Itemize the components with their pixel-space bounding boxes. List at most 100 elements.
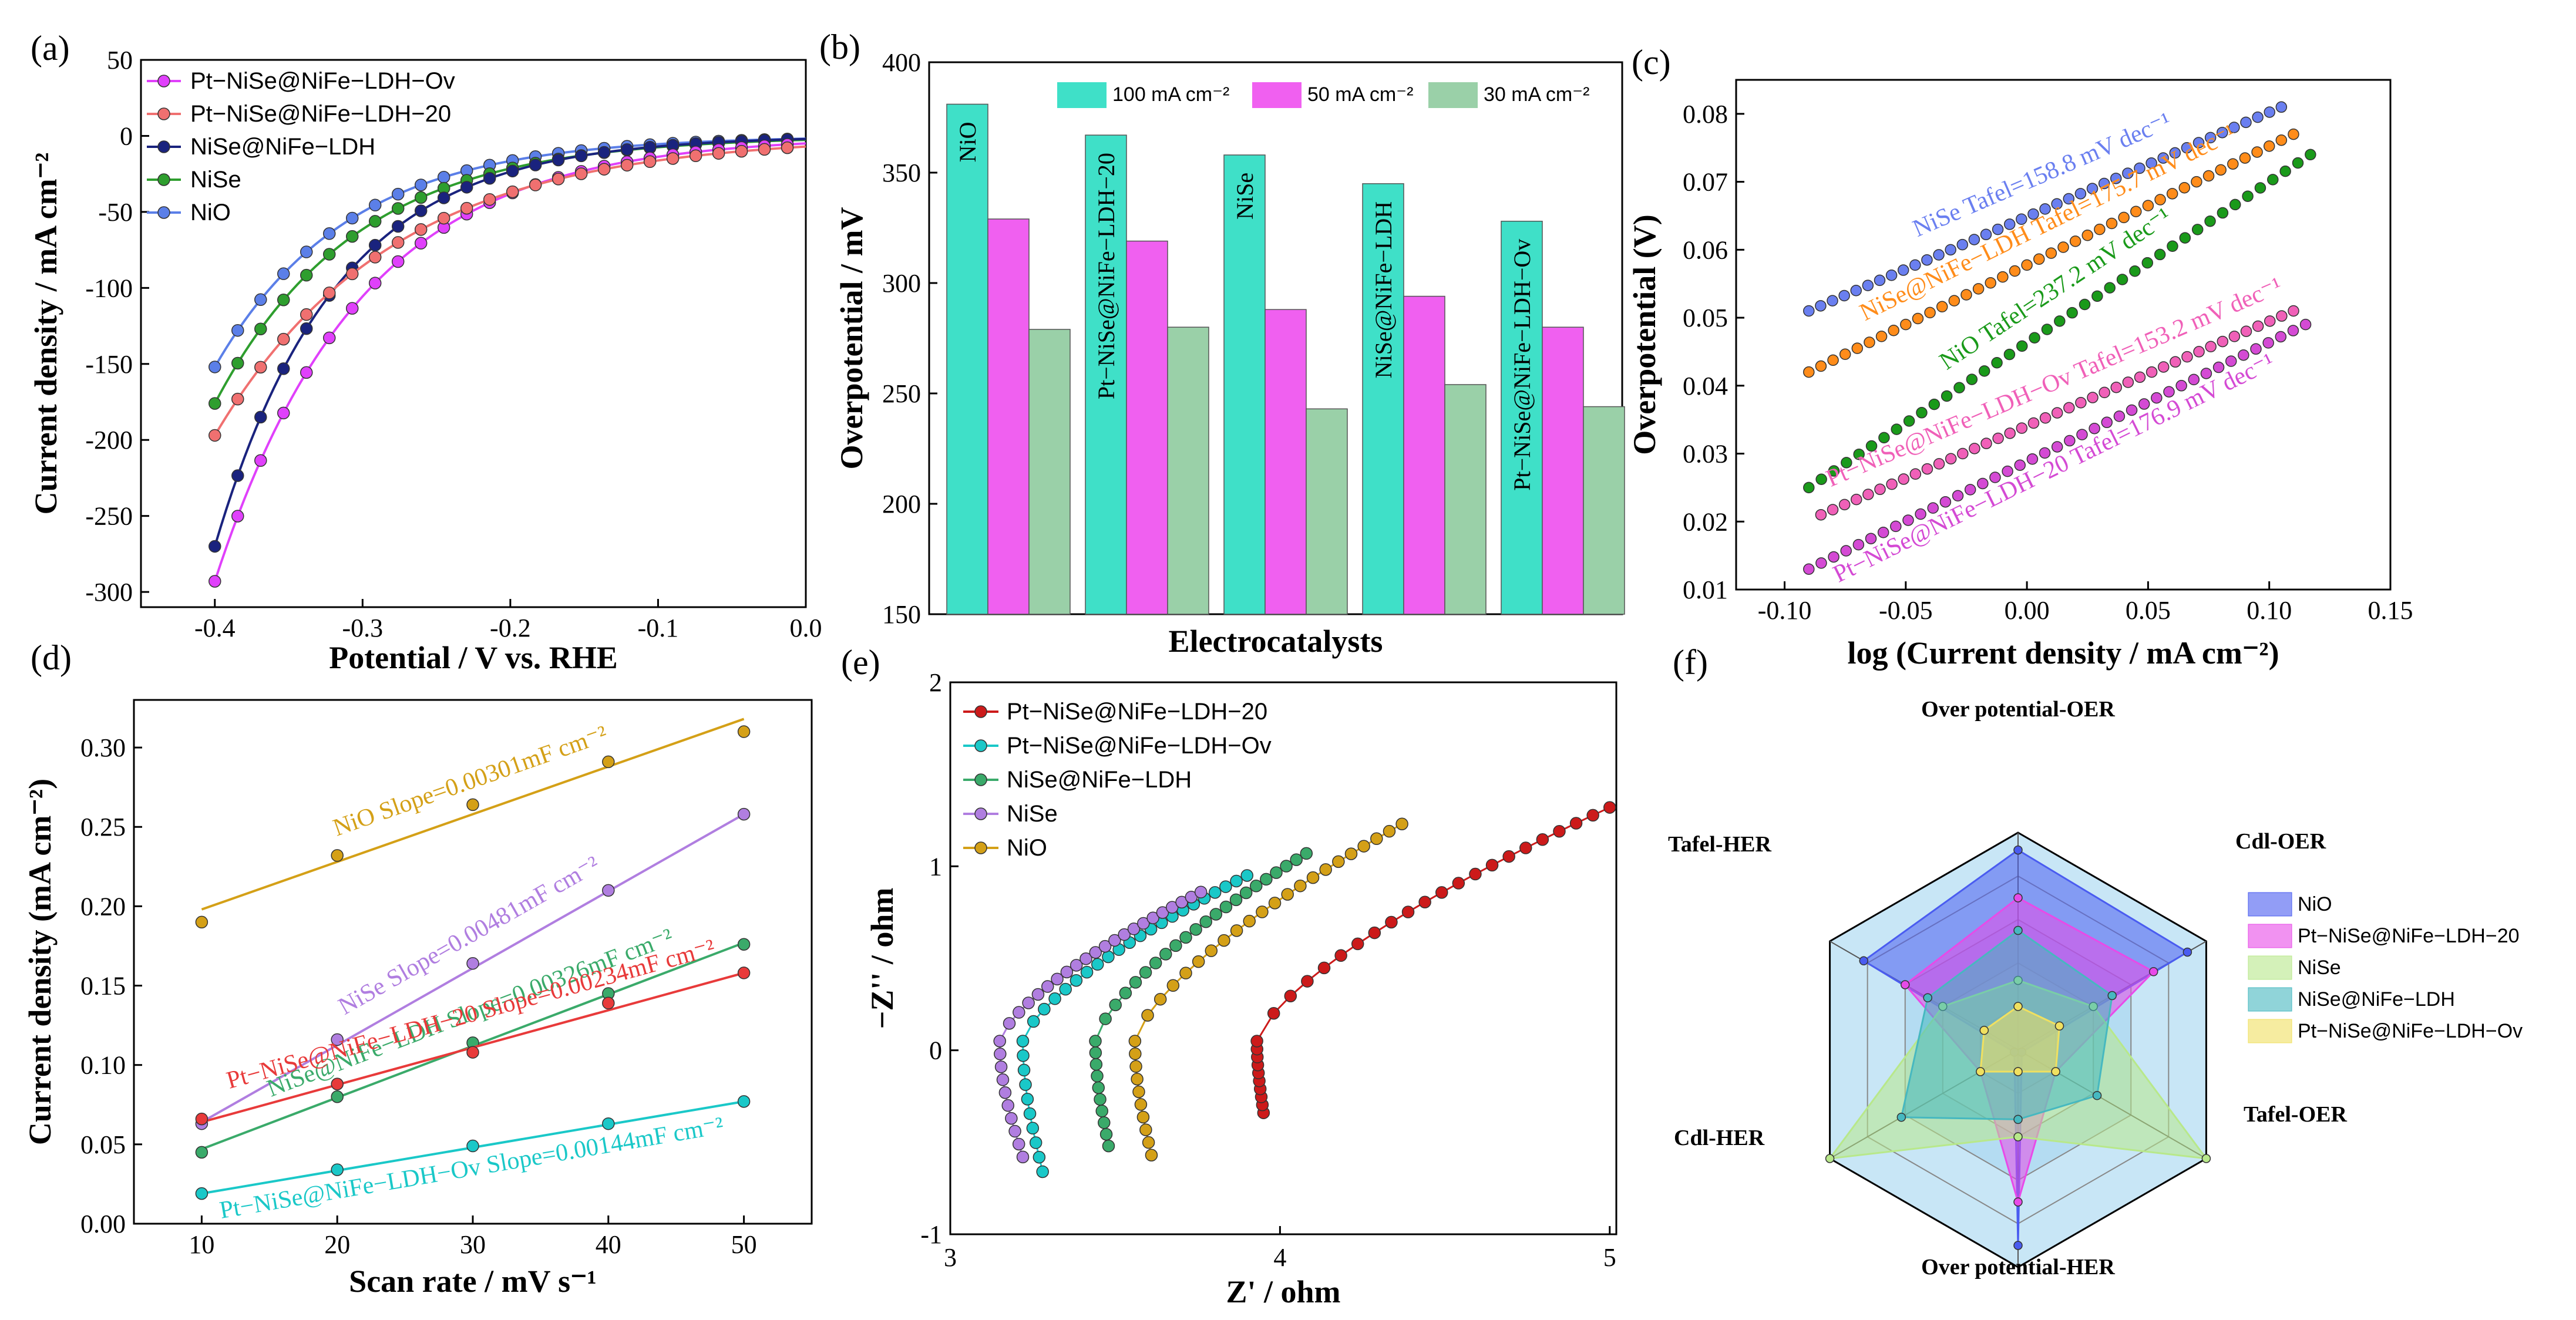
tafel-point (2003, 218, 2016, 230)
nyquist-point (1256, 905, 1269, 918)
nyquist-point (1166, 979, 1180, 992)
nyquist-point (1051, 972, 1064, 986)
radar-axis-label: Over potential-HER (1921, 1255, 2115, 1279)
tafel-point (2275, 101, 2288, 113)
tafel-point (2175, 380, 2187, 392)
tafel-point (2163, 386, 2175, 398)
curve-point (368, 198, 382, 212)
tafel-point (2130, 206, 2142, 217)
tafel-point (2118, 211, 2130, 224)
tafel-point (2016, 213, 2027, 225)
nyquist-point (1033, 1150, 1046, 1164)
nyquist-point (1385, 915, 1398, 929)
tafel-point (2288, 128, 2299, 140)
nyquist-point (1031, 988, 1045, 1001)
data-point (331, 1077, 344, 1090)
tafel-point (2057, 241, 2069, 253)
legend-label: NiO (190, 200, 231, 225)
curve-point (781, 141, 794, 154)
y-tick-label: 0.30 (80, 733, 126, 762)
panel-label: (c) (1632, 43, 1671, 82)
legend-label: 100 mA cm⁻² (1112, 83, 1229, 106)
radar-point (2013, 893, 2023, 903)
nyquist-point (1102, 950, 1115, 964)
tafel-point (1956, 238, 1969, 251)
bar (1362, 183, 1404, 615)
legend-marker (157, 75, 170, 87)
data-point (737, 1095, 751, 1108)
tafel-point (1969, 443, 1980, 454)
nyquist-point (1502, 850, 1515, 863)
tafel-point (2122, 376, 2134, 388)
legend-label: Pt−NiSe@NiFe−LDH−20 (2298, 925, 2520, 947)
curve-point (300, 322, 313, 335)
tafel-point (1851, 342, 1864, 354)
legend-swatch (1428, 82, 1478, 108)
tafel-point (1921, 463, 1933, 475)
radar-point (1900, 980, 1910, 989)
tafel-point (2228, 122, 2240, 133)
curve-point (300, 366, 313, 379)
panel-label: (e) (841, 643, 880, 682)
curve-point (231, 392, 244, 406)
tafel-point (2126, 404, 2138, 416)
legend-label: NiSe@NiFe−LDH (1007, 767, 1192, 793)
tafel-point (1803, 481, 1815, 494)
radar-point (1825, 1154, 1835, 1163)
tafel-point (1966, 373, 1978, 385)
legend-label: NiSe@NiFe−LDH (190, 134, 375, 160)
tafel-point (2228, 331, 2241, 342)
nyquist-point (994, 1060, 1008, 1073)
radar-point (2013, 1241, 2023, 1250)
tafel-point (1828, 465, 1840, 477)
x-tick-label: 0.15 (2368, 596, 2413, 625)
x-tick-label: 4 (1273, 1243, 1286, 1272)
tafel-point (2227, 158, 2239, 170)
tafel-point (2264, 106, 2275, 118)
tafel-point (2021, 259, 2033, 271)
curve-point (208, 361, 221, 373)
tafel-point (2217, 126, 2228, 139)
x-tick-label: -0.05 (1879, 596, 1933, 625)
nyquist-point (1142, 1136, 1155, 1149)
legend-swatch (2248, 955, 2292, 980)
tafel-point (2275, 331, 2287, 343)
nyquist-point (993, 1035, 1006, 1048)
tafel-point (2041, 324, 2053, 335)
data-point (195, 915, 208, 929)
nyquist-point (1268, 897, 1282, 910)
nyquist-point (1016, 1035, 1030, 1048)
curve-point (345, 302, 359, 315)
nyquist-point (1016, 1150, 1030, 1164)
nyquist-point (1300, 847, 1313, 860)
tafel-point (2087, 392, 2099, 403)
nyquist-point (1129, 976, 1142, 989)
curve-point (643, 155, 657, 169)
tafel-point (2098, 177, 2110, 190)
nyquist-point (1102, 1139, 1115, 1153)
nyquist-point (1091, 958, 1104, 971)
tafel-point (2091, 290, 2103, 302)
tafel-point (1888, 325, 1899, 336)
nyquist-point (1469, 867, 1482, 881)
data-point (466, 1046, 479, 1059)
tafel-point (1864, 336, 1875, 348)
tafel-point (1992, 223, 2004, 235)
tafel-point (2079, 298, 2091, 311)
tafel-point (2181, 351, 2193, 363)
category-label: NiO (954, 122, 981, 162)
tafel-point (2141, 257, 2154, 269)
tafel-point (1840, 545, 1852, 557)
tafel-point (2157, 361, 2170, 373)
curve-point (483, 172, 496, 185)
nyquist-point (1060, 965, 1074, 979)
data-point (737, 938, 751, 951)
curve-point (391, 187, 405, 201)
tafel-point (2063, 193, 2075, 205)
nyquist-point (1129, 1060, 1142, 1073)
nyquist-point (1012, 1137, 1025, 1151)
legend-swatch (2248, 987, 2292, 1012)
curve-point (231, 356, 244, 370)
curve-point (574, 149, 588, 163)
nyquist-point (1134, 1098, 1148, 1111)
